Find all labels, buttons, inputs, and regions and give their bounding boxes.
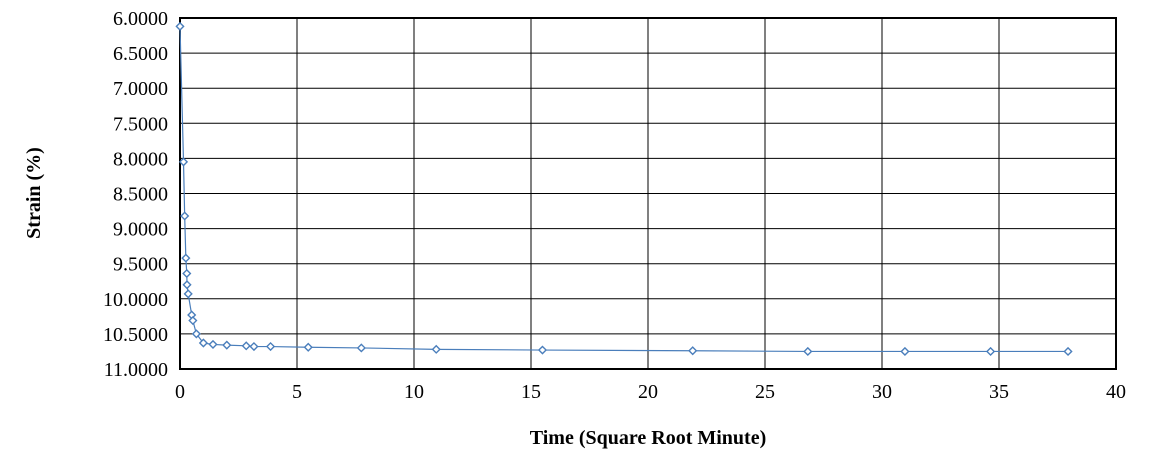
x-axis-ticks: 0 5 10 15 20 25 30 35 40 (175, 381, 1126, 403)
y-axis-title: Strain (%) (23, 147, 45, 239)
y-tick-label: 6.5000 (113, 43, 168, 65)
data-point (249, 341, 259, 352)
x-tick-label: 20 (638, 381, 658, 403)
x-tick-label: 40 (1106, 381, 1126, 403)
x-tick-label: 5 (292, 381, 302, 403)
x-tick-label: 15 (521, 381, 541, 403)
gridlines (179, 17, 1117, 370)
data-point (900, 346, 910, 357)
data-point (222, 340, 232, 350)
y-tick-label: 8.5000 (113, 184, 168, 206)
data-point (431, 344, 441, 354)
y-tick-label: 7.5000 (113, 113, 168, 135)
x-axis-title: Time (Square Root Minute) (530, 427, 766, 449)
data-point (208, 339, 218, 350)
data-point (188, 315, 198, 326)
data-point (183, 289, 193, 299)
data-point (241, 341, 251, 351)
data-point (182, 268, 192, 279)
data-point (803, 346, 813, 357)
data-point (303, 342, 313, 352)
data-point (181, 253, 191, 263)
y-tick-label: 6.0000 (113, 8, 168, 30)
data-point (178, 157, 189, 167)
data-point (537, 345, 548, 355)
data-point (265, 341, 276, 352)
series-line (179, 26, 1069, 353)
y-tick-label: 11.0000 (104, 359, 168, 381)
data-point (180, 211, 190, 221)
x-tick-label: 25 (755, 381, 775, 403)
data-point (191, 329, 201, 339)
data-point (182, 280, 192, 290)
x-tick-label: 10 (404, 381, 424, 403)
y-tick-label: 8.0000 (113, 148, 168, 170)
y-tick-label: 10.0000 (103, 289, 168, 311)
y-tick-label: 9.5000 (113, 254, 168, 276)
data-points (175, 21, 1073, 357)
y-axis-ticks: 6.0000 6.5000 7.0000 7.5000 8.0000 8.5000 9.00… (103, 8, 168, 381)
y-tick-label: 9.0000 (113, 219, 168, 241)
x-tick-label: 0 (175, 381, 185, 403)
data-point (985, 346, 996, 357)
plot-frame (179, 17, 1117, 370)
x-tick-label: 35 (989, 381, 1009, 403)
y-tick-label: 10.5000 (103, 324, 168, 346)
data-point (688, 346, 698, 356)
data-point (175, 21, 185, 32)
x-tick-label: 30 (872, 381, 892, 403)
y-tick-label: 7.0000 (113, 78, 168, 100)
data-point (198, 338, 208, 348)
data-point (1063, 346, 1073, 357)
data-point (356, 343, 366, 353)
